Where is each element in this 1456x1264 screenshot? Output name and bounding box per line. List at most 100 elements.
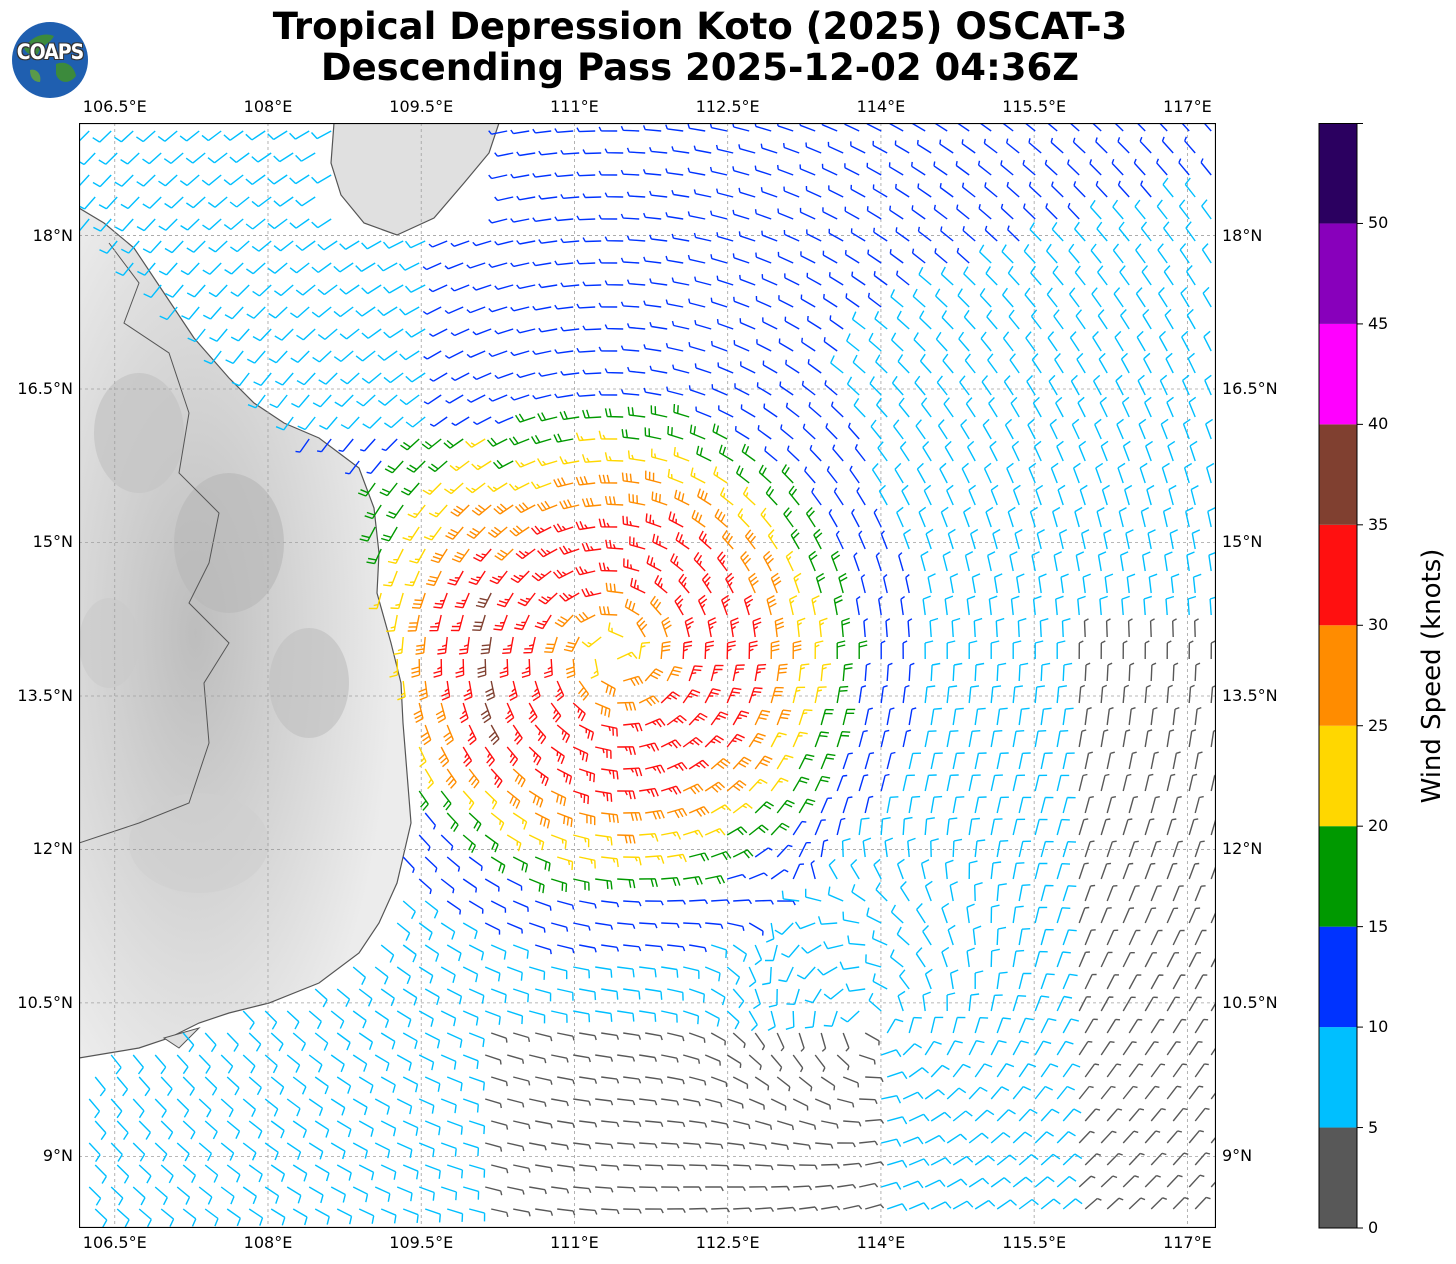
wind-barb xyxy=(1096,506,1105,528)
wind-barb xyxy=(1053,551,1062,572)
terrain-patch xyxy=(79,598,139,688)
wind-barb xyxy=(1034,730,1047,748)
wind-barb xyxy=(607,622,624,638)
wind-barb xyxy=(579,944,597,953)
wind-barb xyxy=(922,441,932,462)
wind-barb xyxy=(1056,907,1071,924)
wind-barb xyxy=(1194,662,1201,682)
wind-barb xyxy=(1188,684,1195,704)
wind-barb xyxy=(1056,1085,1075,1100)
wind-barb xyxy=(402,1120,419,1136)
wind-barb xyxy=(990,730,1003,748)
wind-barb xyxy=(783,229,800,242)
wind-barb xyxy=(667,468,684,484)
wind-barb xyxy=(1172,1152,1189,1166)
wind-barb xyxy=(1166,640,1172,660)
wind-barb xyxy=(623,1076,642,1084)
wind-barb xyxy=(864,707,873,726)
wind-barb xyxy=(396,966,411,985)
wind-barb xyxy=(490,1032,508,1043)
wind-barb xyxy=(756,382,772,396)
wind-barb xyxy=(983,462,992,484)
wind-barb xyxy=(1166,818,1177,836)
wind-barb xyxy=(617,1054,636,1062)
wind-barb xyxy=(358,1164,375,1181)
wind-barb xyxy=(1187,595,1197,616)
wind-barb xyxy=(604,452,624,462)
wind-barb xyxy=(800,294,816,308)
wind-barb xyxy=(710,711,729,726)
wind-barb xyxy=(689,852,710,862)
wind-barb xyxy=(939,182,954,198)
wind-barb xyxy=(985,506,994,528)
wind-barb xyxy=(1188,396,1197,418)
terrain-patch xyxy=(129,793,269,893)
wind-barb xyxy=(949,573,959,594)
wind-barb xyxy=(202,306,222,320)
wind-barb xyxy=(507,1186,525,1195)
wind-barb xyxy=(623,812,642,821)
wind-barb xyxy=(538,372,558,377)
wind-barb xyxy=(777,208,794,220)
wind-barb xyxy=(472,372,492,381)
wind-barb xyxy=(534,768,549,787)
wind-barb xyxy=(1103,529,1112,550)
wind-barb xyxy=(296,372,316,386)
wind-barb xyxy=(979,288,992,308)
wind-barb xyxy=(1012,995,1027,1012)
wind-barb xyxy=(158,262,178,276)
wind-barb xyxy=(940,506,949,528)
wind-barb xyxy=(651,491,668,506)
wind-barb xyxy=(964,550,974,572)
wind-barb xyxy=(274,372,294,386)
wind-barb xyxy=(1144,729,1153,748)
wind-barb xyxy=(1106,974,1120,990)
wind-barb xyxy=(990,1086,1010,1100)
wind-barb xyxy=(560,238,580,244)
wind-barb xyxy=(939,139,954,154)
wind-barb xyxy=(908,1113,930,1122)
wind-barb xyxy=(718,405,734,418)
wind-barb xyxy=(1018,1154,1039,1166)
wind-barb xyxy=(1070,374,1080,396)
wind-barb xyxy=(1100,862,1112,880)
wind-barb xyxy=(836,640,846,659)
lat-tick-left: 16.5°N xyxy=(17,379,73,399)
wind-barb xyxy=(551,922,569,932)
wind-barb xyxy=(361,328,382,339)
wind-barb xyxy=(1050,462,1059,484)
wind-barb xyxy=(927,573,936,594)
wind-barb xyxy=(494,240,514,246)
wind-barb xyxy=(1028,181,1042,198)
wind-barb xyxy=(554,393,574,399)
wind-barb xyxy=(358,1120,374,1137)
wind-barb xyxy=(463,680,473,701)
wind-barb xyxy=(138,1076,151,1097)
wind-barb xyxy=(886,796,899,814)
wind-barb xyxy=(535,1120,553,1129)
lon-tick-top: 106.5°E xyxy=(82,97,147,116)
wind-barb xyxy=(1018,972,1032,990)
wind-barb xyxy=(290,350,310,363)
wind-barb xyxy=(880,817,891,836)
wind-barb xyxy=(908,795,921,814)
wind-barb xyxy=(544,636,558,653)
wind-barb xyxy=(352,1098,368,1116)
wind-barb xyxy=(864,795,874,814)
wind-barb xyxy=(484,1054,502,1065)
wind-barb xyxy=(579,856,596,869)
wind-barb xyxy=(1194,706,1202,726)
wind-barb xyxy=(799,207,816,220)
wind-barb xyxy=(623,558,640,572)
wind-barb xyxy=(842,1076,860,1088)
wind-barb xyxy=(537,548,558,558)
wind-barb xyxy=(1178,158,1190,176)
wind-barb xyxy=(245,218,266,230)
wind-barb xyxy=(418,746,427,768)
wind-barb xyxy=(687,254,706,264)
wind-barb xyxy=(811,595,820,616)
wind-barb xyxy=(352,1186,369,1203)
wind-barb xyxy=(643,256,662,264)
wind-barb xyxy=(1134,199,1146,220)
wind-barb xyxy=(628,493,646,506)
